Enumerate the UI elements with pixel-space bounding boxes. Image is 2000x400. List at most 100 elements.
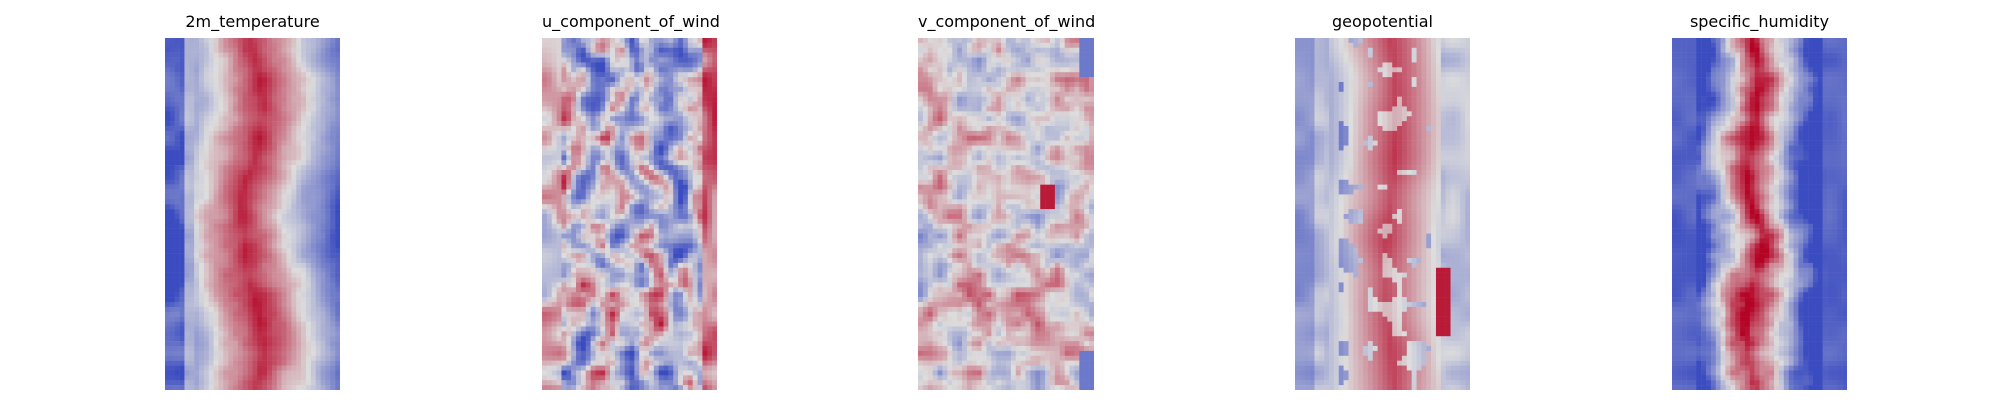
heatmap-cell	[242, 218, 248, 225]
heatmap-cell	[668, 297, 674, 303]
heatmap-cell	[561, 184, 567, 190]
heatmap-cell	[194, 67, 200, 73]
heatmap-cell	[571, 111, 577, 117]
heatmap-cell	[566, 47, 572, 53]
heatmap-cell	[184, 346, 190, 352]
heatmap-cell	[687, 91, 693, 97]
heatmap-cell	[542, 223, 548, 229]
heatmap-cell	[707, 302, 713, 308]
heatmap-cell	[590, 106, 596, 112]
heatmap-cell	[614, 150, 621, 156]
heatmap-cell	[580, 150, 586, 156]
heatmap-cell	[619, 126, 625, 132]
heatmap-cell	[590, 272, 596, 278]
heatmap-cell	[663, 52, 669, 58]
heatmap-cell	[668, 116, 674, 122]
heatmap-cell	[551, 126, 557, 132]
heatmap-cell	[585, 253, 591, 259]
heatmap-cell	[213, 42, 219, 49]
heatmap-cell	[330, 47, 336, 53]
heatmap-cell	[576, 57, 582, 63]
heatmap-cell	[702, 341, 708, 347]
heatmap-cell	[614, 130, 621, 137]
heatmap-cell	[305, 326, 312, 332]
heatmap-cell	[257, 214, 263, 220]
heatmap-cell	[247, 370, 253, 376]
heatmap-cell	[624, 346, 630, 352]
heatmap-cell	[648, 306, 655, 313]
heatmap-cell	[663, 346, 669, 352]
heatmap-cell	[610, 209, 616, 215]
heatmap-cell	[580, 155, 586, 161]
heatmap-cell	[658, 258, 664, 264]
heatmap-cell	[542, 135, 548, 141]
heatmap-cell	[653, 223, 659, 229]
heatmap-cell	[692, 111, 698, 117]
heatmap-cell	[619, 306, 625, 313]
heatmap-cell	[223, 365, 229, 371]
heatmap-cell	[629, 194, 635, 200]
heatmap-cell	[305, 253, 312, 259]
heatmap-cell	[639, 282, 645, 288]
heatmap-cell	[276, 184, 282, 190]
heatmap-cell	[223, 287, 229, 293]
heatmap-cell	[194, 130, 200, 137]
heatmap-cell	[281, 311, 287, 317]
heatmap-cell	[262, 184, 268, 190]
heatmap-cell	[233, 331, 239, 337]
heatmap-cell	[174, 253, 180, 259]
heatmap-cell	[242, 365, 248, 371]
heatmap-cell	[663, 292, 669, 298]
heatmap-cell	[310, 253, 316, 259]
heatmap-cell	[199, 155, 205, 161]
heatmap-cell	[310, 302, 316, 308]
heatmap-cell	[707, 121, 713, 127]
heatmap-cell	[199, 248, 205, 254]
heatmap-cell	[305, 297, 312, 303]
heatmap-cell	[624, 209, 630, 215]
panel-u-component-of-wind: u_component_of_wind	[542, 0, 720, 400]
heatmap-cell	[325, 243, 331, 249]
heatmap-cell	[585, 160, 591, 166]
heatmap-cell	[237, 228, 244, 234]
heatmap-cell	[179, 140, 185, 146]
heatmap-cell	[296, 184, 302, 190]
heatmap-cell	[702, 248, 708, 254]
heatmap-cell	[595, 160, 601, 166]
heatmap-cell	[697, 82, 703, 88]
heatmap-cell	[291, 145, 297, 151]
heatmap-cell	[571, 350, 577, 357]
heatmap-cell	[233, 262, 239, 269]
heatmap-cell	[257, 165, 263, 171]
heatmap-cell	[242, 135, 248, 141]
heatmap-cell	[639, 306, 645, 313]
heatmap-cell	[595, 194, 601, 200]
heatmap-cell	[644, 106, 650, 112]
heatmap-cell	[320, 165, 326, 171]
heatmap-cell	[247, 67, 253, 73]
heatmap-cell	[276, 272, 282, 278]
heatmap-cell	[223, 72, 229, 78]
heatmap-cell	[644, 209, 650, 215]
heatmap-cell	[305, 287, 312, 293]
heatmap-cell	[576, 297, 582, 303]
heatmap-cell	[707, 62, 713, 68]
heatmap-cell	[257, 365, 263, 371]
heatmap-cell	[267, 160, 273, 166]
heatmap-cell	[271, 258, 278, 264]
heatmap-cell	[682, 223, 689, 229]
heatmap-cell	[271, 267, 278, 273]
heatmap-cell	[320, 96, 326, 102]
heatmap-cell	[634, 165, 640, 171]
heatmap-cell	[276, 160, 282, 166]
heatmap-cell	[271, 214, 278, 220]
heatmap-cell	[320, 155, 326, 161]
heatmap-cell	[712, 277, 717, 283]
heatmap-cell	[335, 86, 340, 93]
heatmap-cell	[663, 47, 669, 53]
heatmap-cell	[267, 150, 273, 156]
heatmap-cell	[325, 302, 331, 308]
heatmap-cell	[320, 82, 326, 88]
heatmap-cell	[707, 106, 713, 112]
heatmap-cell	[281, 350, 287, 357]
